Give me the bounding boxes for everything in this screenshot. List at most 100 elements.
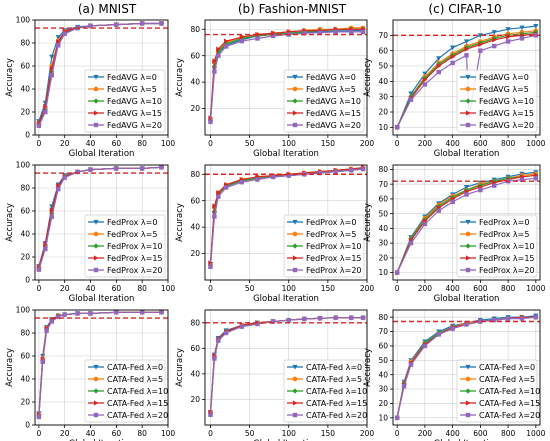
y-tick-label: 40 bbox=[20, 375, 30, 384]
x-tick-label: 50 bbox=[245, 139, 255, 148]
data-point bbox=[292, 412, 298, 418]
data-point bbox=[436, 63, 442, 69]
data-point bbox=[533, 24, 539, 29]
data-point bbox=[239, 179, 244, 185]
data-point bbox=[422, 82, 428, 87]
y-tick-label: 20 bbox=[20, 398, 30, 407]
data-point bbox=[55, 35, 61, 40]
legend-box bbox=[456, 69, 538, 133]
data-point bbox=[349, 315, 354, 320]
x-axis-label: Global Iteration bbox=[253, 439, 319, 441]
x-tick-label: 400 bbox=[445, 429, 460, 438]
data-point bbox=[465, 110, 471, 116]
data-point bbox=[43, 109, 48, 115]
data-point bbox=[208, 412, 213, 417]
data-point bbox=[292, 98, 298, 104]
data-point bbox=[159, 165, 164, 170]
x-tick-label: 100 bbox=[161, 429, 176, 438]
data-point bbox=[492, 37, 497, 43]
data-point bbox=[212, 214, 217, 219]
data-point bbox=[49, 65, 55, 71]
x-axis-label: Global Iteration bbox=[69, 294, 135, 304]
data-point bbox=[519, 25, 525, 31]
data-point bbox=[93, 388, 99, 394]
x-tick-label: 150 bbox=[321, 284, 336, 293]
legend-label: FedAVG λ=15 bbox=[479, 109, 534, 118]
y-tick-label: 60 bbox=[20, 62, 30, 71]
data-point bbox=[239, 324, 244, 329]
data-point bbox=[317, 316, 323, 321]
data-point bbox=[519, 316, 525, 321]
data-point bbox=[450, 326, 455, 331]
data-point bbox=[139, 166, 145, 171]
legend-label: CATA-Fed λ=10 bbox=[107, 387, 168, 396]
y-tick-label: 20 bbox=[190, 249, 200, 258]
legend-label: FedProx λ=5 bbox=[479, 230, 529, 239]
data-point bbox=[292, 74, 298, 80]
data-point bbox=[465, 267, 471, 273]
data-point bbox=[519, 31, 525, 37]
x-tick-label: 40 bbox=[86, 429, 96, 438]
legend-box bbox=[456, 214, 538, 278]
legend-label: FedAVG λ=20 bbox=[107, 121, 162, 130]
axes-frame bbox=[34, 19, 169, 136]
data-point bbox=[224, 38, 229, 44]
y-tick-label: 30 bbox=[378, 385, 388, 394]
x-tick-label: 0 bbox=[395, 284, 400, 293]
legend-label: CATA-Fed λ=10 bbox=[306, 387, 367, 396]
y-tick-label: 20 bbox=[378, 108, 388, 117]
y-tick-label: 30 bbox=[378, 92, 388, 101]
x-tick-label: 0 bbox=[395, 429, 400, 438]
y-tick-label: 50 bbox=[378, 209, 388, 218]
data-point bbox=[464, 192, 469, 197]
data-point bbox=[317, 30, 323, 35]
x-tick-label: 200 bbox=[360, 139, 375, 148]
y-tick-label: 0 bbox=[25, 276, 30, 285]
data-point bbox=[36, 123, 42, 129]
y-tick-label: 80 bbox=[20, 184, 30, 193]
axes-frame bbox=[34, 309, 169, 426]
x-tick-label: 150 bbox=[321, 139, 336, 148]
legend-label: FedAVG λ=0 bbox=[306, 73, 356, 82]
series-line bbox=[396, 316, 536, 418]
data-point bbox=[292, 243, 298, 249]
legend-label: FedProx λ=20 bbox=[107, 266, 163, 275]
y-tick-label: 20 bbox=[378, 253, 388, 262]
x-tick-label: 0 bbox=[36, 429, 41, 438]
subplot-fedavg-cifar-10: 0 200 400 600 800 1000 10 20 30 40 50 60 70 Global It… bbox=[363, 19, 546, 159]
x-tick-label: 1000 bbox=[526, 284, 545, 293]
series-line bbox=[38, 166, 162, 270]
data-point bbox=[450, 199, 455, 205]
data-point bbox=[43, 246, 48, 252]
y-tick-label: 80 bbox=[378, 165, 388, 174]
legend-label: CATA-Fed λ=5 bbox=[479, 375, 535, 384]
y-axis-label: Accuracy bbox=[363, 203, 373, 242]
legend-label: FedProx λ=0 bbox=[306, 218, 356, 227]
x-tick-label: 200 bbox=[360, 284, 375, 293]
y-tick-label: 10 bbox=[378, 413, 388, 422]
data-point bbox=[302, 316, 307, 322]
legend-label: FedProx λ=15 bbox=[479, 254, 535, 263]
data-point bbox=[436, 69, 441, 75]
axes-frame bbox=[204, 19, 368, 136]
data-point bbox=[465, 98, 471, 104]
x-tick-label: 600 bbox=[473, 284, 488, 293]
y-tick-label: 70 bbox=[378, 327, 388, 336]
data-point bbox=[465, 219, 471, 225]
data-point bbox=[478, 48, 483, 53]
data-point bbox=[463, 39, 470, 45]
y-axis-label: Accuracy bbox=[5, 58, 15, 97]
data-point bbox=[93, 74, 99, 80]
data-point bbox=[333, 315, 338, 320]
axes-frame bbox=[392, 164, 541, 281]
data-point bbox=[93, 412, 99, 418]
data-point bbox=[422, 71, 428, 77]
y-axis-label: Accuracy bbox=[175, 58, 185, 97]
legend-label: FedAVG λ=15 bbox=[107, 109, 162, 118]
data-point bbox=[292, 86, 298, 92]
y-tick-label: 40 bbox=[20, 230, 30, 239]
data-point bbox=[49, 214, 54, 219]
data-point bbox=[394, 270, 400, 275]
subplot-fedprox-fashion-mnist: 0 50 100 150 200 20 40 60 80 Global Iteration Accu… bbox=[175, 164, 375, 304]
